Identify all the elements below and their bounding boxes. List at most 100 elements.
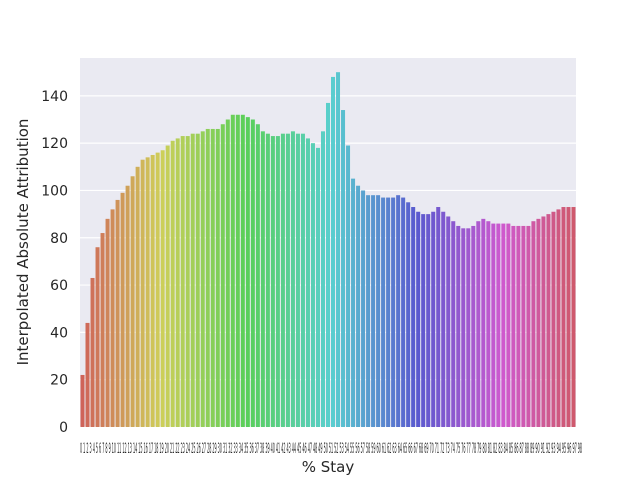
bars (80, 72, 576, 428)
bar (381, 197, 386, 427)
bar (436, 207, 441, 427)
bar (285, 133, 290, 427)
y-tick-label: 0 (59, 420, 68, 436)
bar (180, 136, 185, 427)
bar (546, 214, 551, 427)
bar (501, 223, 506, 427)
bar (571, 207, 576, 427)
bar (536, 218, 541, 427)
bar (446, 216, 451, 427)
bar (371, 195, 376, 427)
bar (270, 136, 275, 427)
bar (476, 221, 481, 427)
bar (290, 131, 295, 427)
bar (140, 159, 145, 427)
x-tick-labels: 0 1 2 3 4 5 6 7 8 9 10 11 12 13 14 15 16… (80, 441, 582, 457)
bar (200, 131, 205, 427)
bar (260, 131, 265, 427)
bar (305, 138, 310, 428)
bar (396, 195, 401, 427)
bar (250, 119, 255, 427)
bar (521, 225, 526, 427)
bar (566, 207, 571, 427)
bar (456, 225, 461, 427)
bar (220, 124, 225, 427)
bar (100, 233, 105, 427)
bar (471, 225, 476, 427)
y-tick-label: 80 (50, 231, 68, 247)
bar (245, 117, 250, 427)
bar (190, 133, 195, 427)
bar (280, 133, 285, 427)
bar (115, 199, 120, 427)
bar (441, 211, 446, 427)
bar (80, 374, 85, 427)
bar (105, 218, 110, 427)
bar (561, 207, 566, 427)
bar (215, 128, 220, 427)
bar (160, 150, 165, 427)
bar (315, 147, 320, 427)
bar (165, 145, 170, 427)
bar (150, 154, 155, 428)
bar (135, 166, 140, 427)
bar (406, 202, 411, 427)
bar (275, 136, 280, 427)
bar (265, 133, 270, 427)
bar (346, 145, 351, 427)
bar (110, 209, 115, 427)
bar (235, 114, 240, 428)
bar (506, 223, 511, 427)
bar (551, 211, 556, 427)
bar (170, 140, 175, 428)
bar (391, 197, 396, 427)
bar (511, 225, 516, 427)
y-tick-label: 60 (50, 278, 68, 294)
bar (361, 190, 366, 427)
y-axis-label: Interpolated Absolute Attribution (14, 119, 32, 366)
bar (516, 225, 521, 427)
bar (300, 133, 305, 427)
bar (175, 138, 180, 428)
bar (386, 197, 391, 427)
bar (130, 176, 135, 427)
bar (326, 102, 331, 427)
bar (556, 209, 561, 427)
bar (496, 223, 501, 427)
x-axis-label: % Stay (302, 458, 355, 476)
bar (411, 207, 416, 427)
bar (426, 214, 431, 427)
y-tick-label: 20 (50, 373, 68, 389)
bar (145, 157, 150, 427)
bar (461, 228, 466, 427)
y-axis-ticks: 0 20 40 60 80 100 120 140 (41, 89, 68, 436)
bar (95, 247, 100, 427)
bar (210, 128, 215, 427)
bar (486, 221, 491, 427)
bar (431, 211, 436, 427)
bar (336, 72, 341, 427)
bar (240, 114, 245, 428)
bar (125, 185, 130, 427)
bar (185, 136, 190, 427)
bar (526, 225, 531, 427)
bar (310, 143, 315, 427)
bar (230, 114, 235, 428)
y-tick-label: 40 (50, 325, 68, 341)
bar (531, 221, 536, 427)
y-tick-label: 140 (41, 89, 68, 105)
bar (155, 152, 160, 427)
bar (85, 322, 90, 427)
bar (120, 192, 125, 427)
bar (401, 197, 406, 427)
bar (466, 228, 471, 427)
bar (356, 185, 361, 427)
bar (491, 223, 496, 427)
bar (295, 133, 300, 427)
bar (320, 131, 325, 427)
bar (421, 214, 426, 427)
bar (376, 195, 381, 427)
bar (366, 195, 371, 427)
bar (416, 211, 421, 427)
